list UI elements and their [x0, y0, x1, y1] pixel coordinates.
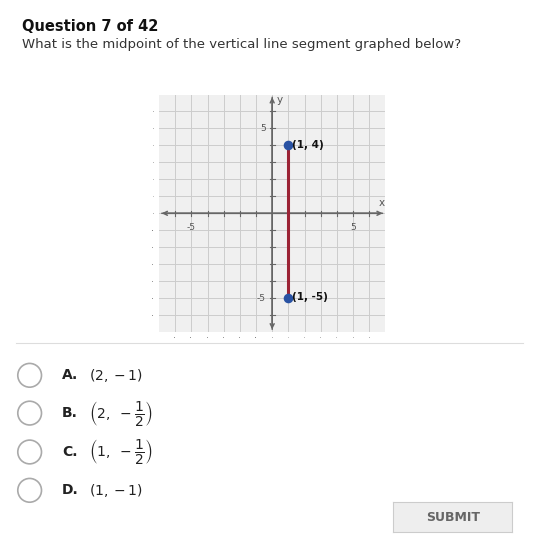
- Text: -5: -5: [257, 294, 266, 302]
- Text: 5: 5: [260, 124, 266, 133]
- Text: y: y: [277, 94, 282, 105]
- Text: $(1, -1)$: $(1, -1)$: [89, 482, 142, 499]
- Text: $\left(1,\ -\dfrac{1}{2}\right)$: $\left(1,\ -\dfrac{1}{2}\right)$: [89, 437, 153, 467]
- Text: x: x: [379, 198, 385, 208]
- Text: (1, 4): (1, 4): [292, 139, 324, 150]
- Text: B.: B.: [62, 406, 78, 420]
- Text: 5: 5: [350, 224, 356, 233]
- Text: What is the midpoint of the vertical line segment graphed below?: What is the midpoint of the vertical lin…: [22, 38, 461, 51]
- Text: Question 7 of 42: Question 7 of 42: [22, 19, 158, 34]
- Text: D.: D.: [62, 483, 79, 497]
- Text: SUBMIT: SUBMIT: [426, 510, 480, 524]
- Text: (1, -5): (1, -5): [292, 292, 328, 302]
- Text: C.: C.: [62, 445, 78, 459]
- Text: $(2, -1)$: $(2, -1)$: [89, 367, 142, 384]
- Text: A.: A.: [62, 368, 78, 382]
- Point: [284, 141, 293, 150]
- Point: [284, 294, 293, 302]
- Text: -5: -5: [187, 224, 196, 233]
- Text: $\left(2,\ -\dfrac{1}{2}\right)$: $\left(2,\ -\dfrac{1}{2}\right)$: [89, 399, 153, 428]
